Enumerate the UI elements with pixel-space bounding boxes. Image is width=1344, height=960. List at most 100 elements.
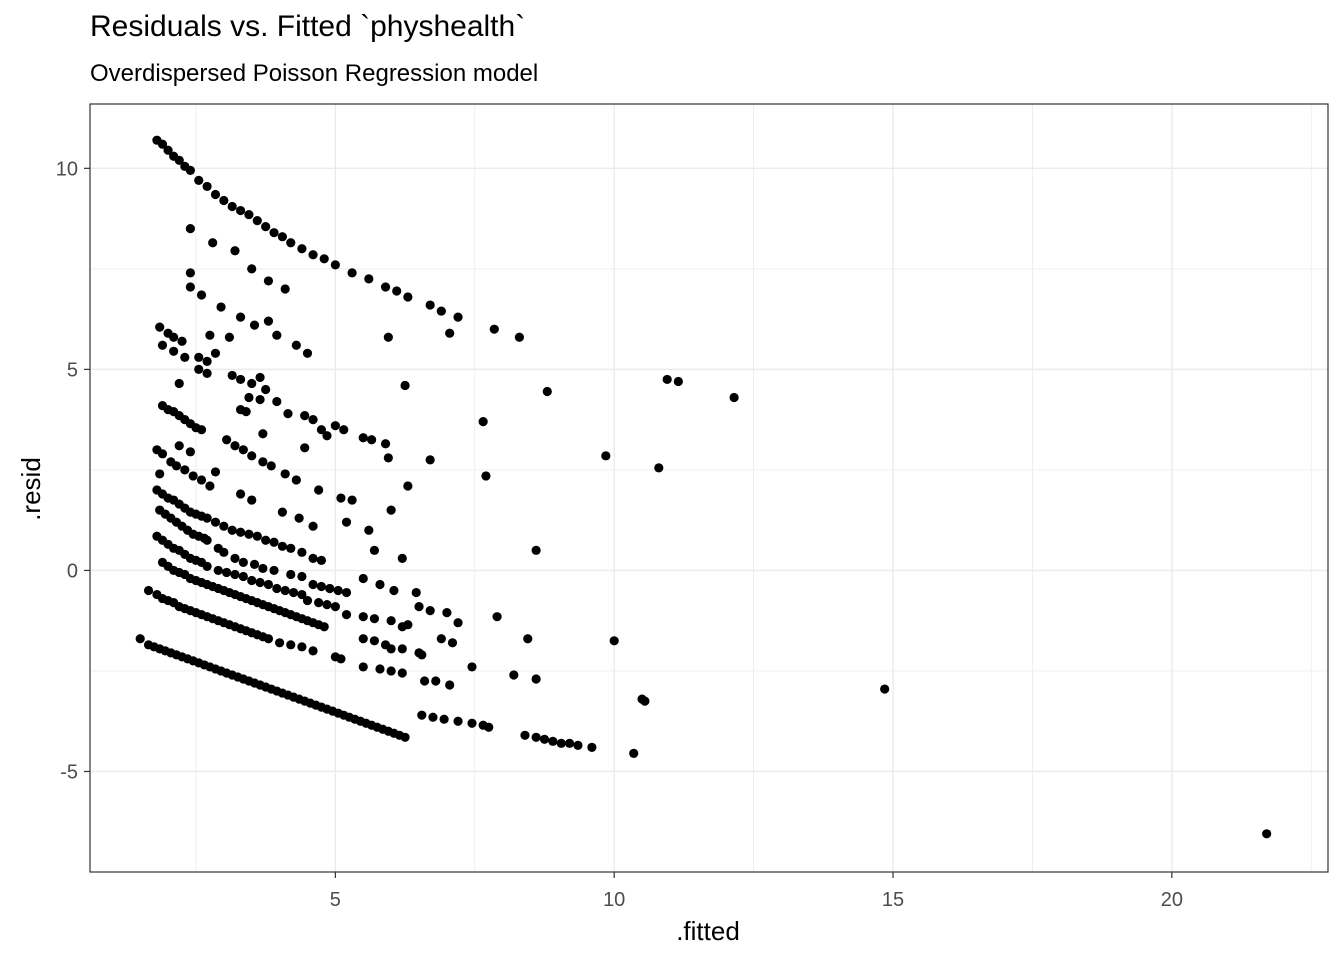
data-point bbox=[367, 435, 377, 445]
data-point bbox=[514, 332, 524, 342]
data-point bbox=[230, 569, 240, 580]
data-point bbox=[316, 581, 327, 592]
data-point bbox=[358, 433, 368, 443]
data-point bbox=[587, 742, 597, 752]
data-point bbox=[280, 469, 290, 479]
data-point bbox=[177, 336, 187, 346]
data-point bbox=[445, 680, 455, 690]
data-point bbox=[300, 443, 310, 453]
data-point bbox=[308, 415, 318, 425]
data-point bbox=[347, 495, 357, 505]
data-point bbox=[453, 312, 463, 322]
data-point bbox=[286, 238, 296, 248]
data-point bbox=[185, 268, 195, 278]
data-point bbox=[341, 517, 352, 527]
grid-lines bbox=[90, 104, 1328, 873]
data-point bbox=[389, 585, 399, 596]
data-point bbox=[202, 561, 212, 572]
data-point bbox=[297, 589, 307, 600]
data-point bbox=[247, 264, 257, 274]
data-point bbox=[302, 595, 313, 606]
data-point bbox=[235, 374, 246, 385]
data-point bbox=[330, 421, 340, 431]
y-tick-label: 0 bbox=[67, 560, 78, 582]
data-point bbox=[375, 664, 385, 674]
data-point bbox=[169, 332, 179, 342]
data-point bbox=[330, 260, 340, 270]
data-point bbox=[238, 571, 248, 582]
data-point bbox=[297, 244, 307, 254]
data-point bbox=[729, 392, 739, 403]
data-point bbox=[261, 222, 271, 232]
data-point bbox=[411, 587, 421, 598]
data-point bbox=[523, 634, 533, 644]
data-point bbox=[431, 676, 441, 686]
data-point bbox=[308, 250, 318, 260]
data-point bbox=[263, 276, 274, 286]
data-point bbox=[542, 386, 552, 397]
data-point bbox=[467, 662, 477, 672]
data-point bbox=[481, 471, 491, 481]
data-point bbox=[255, 577, 265, 588]
data-point bbox=[403, 620, 413, 630]
data-point bbox=[640, 696, 650, 706]
data-point bbox=[196, 475, 207, 485]
data-point bbox=[174, 378, 184, 389]
data-point bbox=[241, 407, 251, 417]
data-point bbox=[222, 435, 232, 445]
data-point bbox=[157, 139, 168, 149]
data-point bbox=[249, 559, 260, 569]
data-point bbox=[235, 489, 246, 499]
data-point bbox=[302, 348, 313, 358]
x-tick-label: 20 bbox=[1161, 889, 1183, 911]
data-point bbox=[383, 453, 393, 463]
data-point bbox=[333, 585, 343, 596]
data-point bbox=[171, 461, 182, 471]
data-point bbox=[531, 674, 541, 684]
data-point bbox=[244, 392, 254, 403]
data-point bbox=[272, 396, 282, 407]
data-point bbox=[662, 374, 672, 385]
data-point bbox=[297, 547, 307, 557]
data-point bbox=[308, 553, 318, 563]
data-point bbox=[244, 209, 254, 220]
data-point bbox=[358, 612, 368, 622]
data-point bbox=[397, 668, 407, 678]
data-point bbox=[453, 716, 463, 726]
data-point bbox=[325, 583, 335, 594]
data-point bbox=[247, 451, 257, 461]
data-point bbox=[436, 634, 446, 644]
data-point bbox=[210, 467, 221, 477]
data-point bbox=[277, 507, 287, 517]
data-point bbox=[336, 654, 346, 664]
data-point bbox=[316, 555, 327, 565]
data-point bbox=[227, 370, 237, 381]
data-point bbox=[205, 330, 215, 340]
data-point bbox=[238, 557, 248, 567]
data-point bbox=[445, 328, 455, 338]
data-point bbox=[673, 376, 683, 387]
data-point bbox=[269, 537, 279, 547]
data-point bbox=[294, 513, 304, 523]
data-point bbox=[400, 732, 410, 742]
data-point bbox=[573, 740, 583, 750]
data-point bbox=[202, 181, 212, 192]
data-point bbox=[654, 463, 664, 473]
data-point bbox=[439, 714, 449, 724]
data-point bbox=[205, 481, 215, 491]
data-point bbox=[269, 565, 279, 576]
data-point bbox=[339, 425, 349, 435]
axes: 5 10 15 20 -5 0 5 10 bbox=[56, 158, 1183, 911]
data-point bbox=[492, 612, 502, 622]
data-point bbox=[386, 616, 396, 626]
data-point bbox=[386, 644, 396, 654]
data-point bbox=[157, 449, 168, 459]
data-point bbox=[247, 495, 257, 505]
data-point bbox=[425, 300, 435, 310]
data-point bbox=[386, 666, 396, 676]
data-point bbox=[258, 429, 268, 439]
data-point bbox=[509, 670, 519, 680]
data-point bbox=[414, 602, 424, 612]
panel-border bbox=[89, 103, 1329, 873]
